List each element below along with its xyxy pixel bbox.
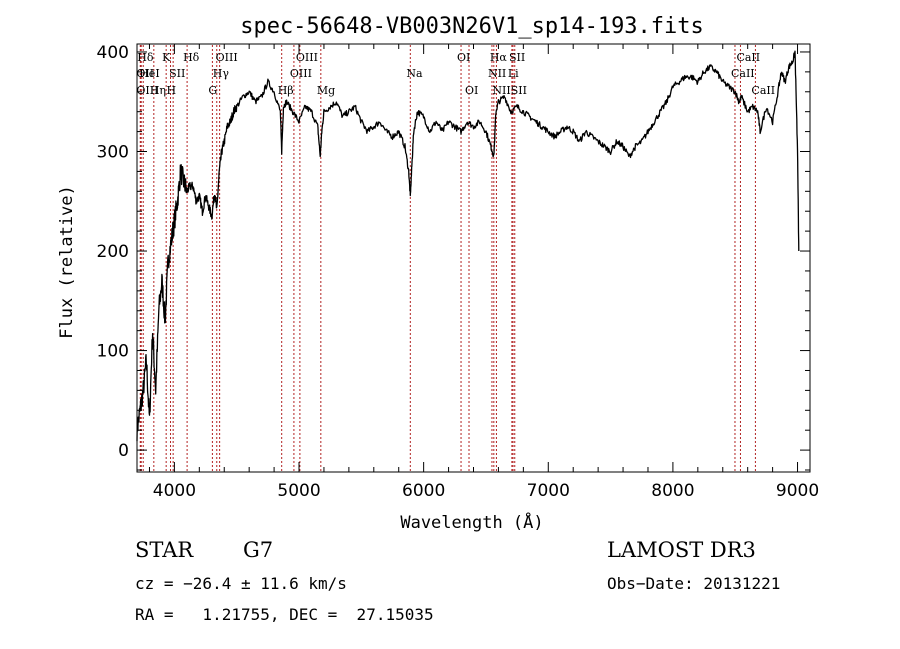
spectral-line-label: OI	[465, 84, 478, 97]
spectral-line-label: OIII	[136, 84, 158, 97]
y-axis-label: Flux (relative)	[57, 185, 77, 339]
spectral-line-label: OI	[457, 51, 470, 64]
spectral-line-label: Hα	[490, 51, 508, 64]
spectral-line-label: Na	[406, 67, 423, 80]
y-tick-label: 200	[97, 242, 129, 262]
spectral-line-label: OIII	[216, 51, 238, 64]
spectral-line-label: NII	[492, 84, 510, 97]
spectral-line-label: Hδ	[183, 51, 200, 64]
spectral-line-label: HeI	[139, 67, 159, 80]
spectral-line-label: Hγ	[213, 67, 230, 80]
x-tick-label: 5000	[277, 481, 320, 501]
x-axis: 4000 5000 6000 7000 8000 9000	[148, 44, 819, 501]
y-tick-label: 100	[97, 342, 129, 362]
spectral-line-labels: Hδ OII OIII HeI Hη K SII H Hδ OIII Hγ G OIII OIII Hβ Mg…	[136, 51, 775, 97]
spectral-line-label: Hδ	[137, 51, 154, 64]
spectral-line-label: Li	[508, 67, 519, 80]
x-axis-label: Wavelength (Å)	[400, 511, 543, 533]
survey-name: LAMOST DR3	[607, 538, 756, 562]
spectrum-line	[136, 50, 800, 442]
spectral-line-label: SII	[509, 51, 525, 64]
x-tick-label: 4000	[153, 481, 196, 501]
y-tick-label: 400	[97, 43, 129, 63]
spectral-line-label: CaII	[731, 67, 755, 80]
spectral-line-label: H	[167, 84, 177, 97]
y-tick-label: 0	[118, 441, 129, 461]
spectral-line-label: K	[162, 51, 171, 64]
y-tick-label: 300	[97, 142, 129, 162]
spectral-line-label: Hβ	[278, 84, 294, 97]
redshift-readout: cz = −26.4 ± 11.6 km/s	[135, 574, 347, 593]
object-subclass: G7	[243, 538, 274, 562]
spectral-line-label: Hη	[150, 84, 166, 97]
spectral-line-label: OIII	[296, 51, 318, 64]
object-class: STAR	[135, 538, 194, 562]
y-axis: 0 100 200 300 400	[97, 43, 810, 471]
observation-date: Obs−Date: 20131221	[607, 574, 781, 593]
x-tick-label: 7000	[527, 481, 570, 501]
spectral-line-label: CaII	[736, 51, 760, 64]
x-tick-label: 9000	[776, 481, 819, 501]
coordinates-readout: RA = 1.21755, DEC = 27.15035	[135, 605, 434, 624]
spectral-line-markers	[139, 45, 756, 471]
spectral-line-label: OII	[136, 67, 154, 80]
spectral-line-label: G	[208, 84, 217, 97]
x-tick-label: 8000	[651, 481, 694, 501]
spectral-line-label: NII	[488, 67, 506, 80]
chart-title: spec-56648-VB003N26V1_sp14-193.fits	[240, 14, 704, 39]
spectral-line-label: CaII	[751, 84, 775, 97]
spectral-line-label: SII	[169, 67, 185, 80]
spectral-line-label: OIII	[290, 67, 312, 80]
plot-frame	[136, 43, 811, 473]
x-tick-label: 6000	[402, 481, 445, 501]
spectral-line-label: SII	[511, 84, 527, 97]
spectral-line-label: Mg	[317, 84, 335, 97]
